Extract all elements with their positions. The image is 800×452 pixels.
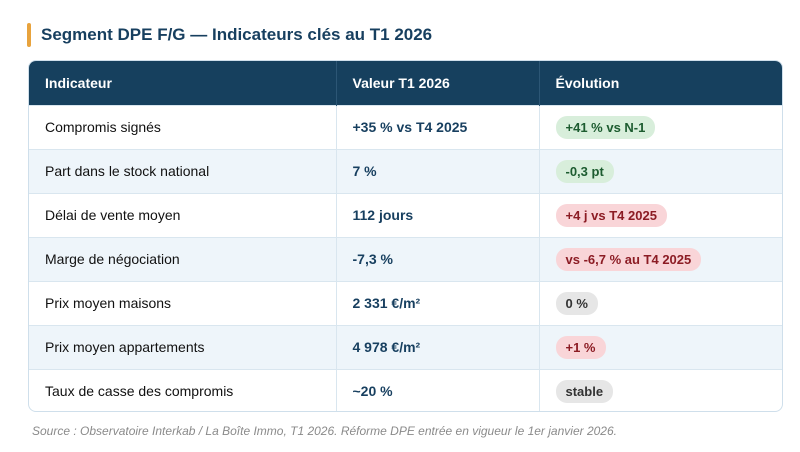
value-cell: 7 %	[336, 148, 540, 193]
title-block: Segment DPE F/G — Indicateurs clés au T1…	[27, 22, 432, 48]
table-card: Indicateur Valeur T1 2026 Évolution Compro…	[28, 60, 783, 412]
value-cell: +35 % vs T4 2025	[336, 104, 540, 149]
indicator-cell: Prix moyen maisons	[29, 280, 337, 325]
table-row: Marge de négociation -7,3 % vs -6,7 % au T…	[29, 236, 782, 281]
indicator-cell: Compromis signés	[29, 104, 337, 149]
table-row: Délai de vente moyen 112 jours +4 j vs T4 …	[29, 192, 782, 237]
indicator-cell: Prix moyen appartements	[29, 324, 337, 369]
evolution-cell: -0,3 pt	[539, 148, 782, 193]
evolution-badge: vs -6,7 % au T4 2025	[555, 247, 702, 271]
table-row: Prix moyen maisons 2 331 €/m² 0 %	[29, 280, 782, 325]
evolution-badge: 0 %	[555, 291, 598, 315]
evolution-badge: +4 j vs T4 2025	[555, 203, 667, 227]
evolution-badge: -0,3 pt	[555, 159, 614, 183]
value-cell: 4 978 €/m²	[336, 324, 540, 369]
indicator-cell: Délai de vente moyen	[29, 192, 337, 237]
header-cell: Indicateur	[29, 61, 337, 105]
table: Indicateur Valeur T1 2026 Évolution Compro…	[29, 61, 782, 411]
evolution-cell: +4 j vs T4 2025	[539, 192, 782, 237]
indicator-cell: Taux de casse des compromis	[29, 368, 337, 411]
table-row: Part dans le stock national 7 % -0,3 pt	[29, 148, 782, 193]
header-row: Indicateur Valeur T1 2026 Évolution	[29, 61, 782, 105]
evolution-cell: vs -6,7 % au T4 2025	[539, 236, 782, 281]
header-cell: Valeur T1 2026	[336, 61, 540, 105]
value-cell: 2 331 €/m²	[336, 280, 540, 325]
evolution-badge: +1 %	[555, 335, 606, 359]
value-cell: ~20 %	[336, 368, 540, 411]
value-cell: 112 jours	[336, 192, 540, 237]
indicator-cell: Marge de négociation	[29, 236, 337, 281]
evolution-badge: +41 % vs N-1	[555, 115, 656, 139]
evolution-cell: 0 %	[539, 280, 782, 325]
table-row: Prix moyen appartements 4 978 €/m² +1 %	[29, 324, 782, 369]
source-note: Source : Observatoire Interkab / La Boît…	[32, 424, 617, 438]
value-cell: -7,3 %	[336, 236, 540, 281]
table-row: Compromis signés +35 % vs T4 2025 +41 % vs…	[29, 104, 782, 149]
header-cell: Évolution	[539, 61, 782, 105]
table-row: Taux de casse des compromis ~20 % stable	[29, 368, 782, 411]
title-accent	[27, 23, 31, 47]
evolution-cell: stable	[539, 368, 782, 411]
title: Segment DPE F/G — Indicateurs clés au T1…	[41, 25, 433, 44]
indicator-cell: Part dans le stock national	[29, 148, 337, 193]
evolution-badge: stable	[555, 379, 614, 403]
evolution-cell: +1 %	[539, 324, 782, 369]
evolution-cell: +41 % vs N-1	[539, 104, 782, 149]
